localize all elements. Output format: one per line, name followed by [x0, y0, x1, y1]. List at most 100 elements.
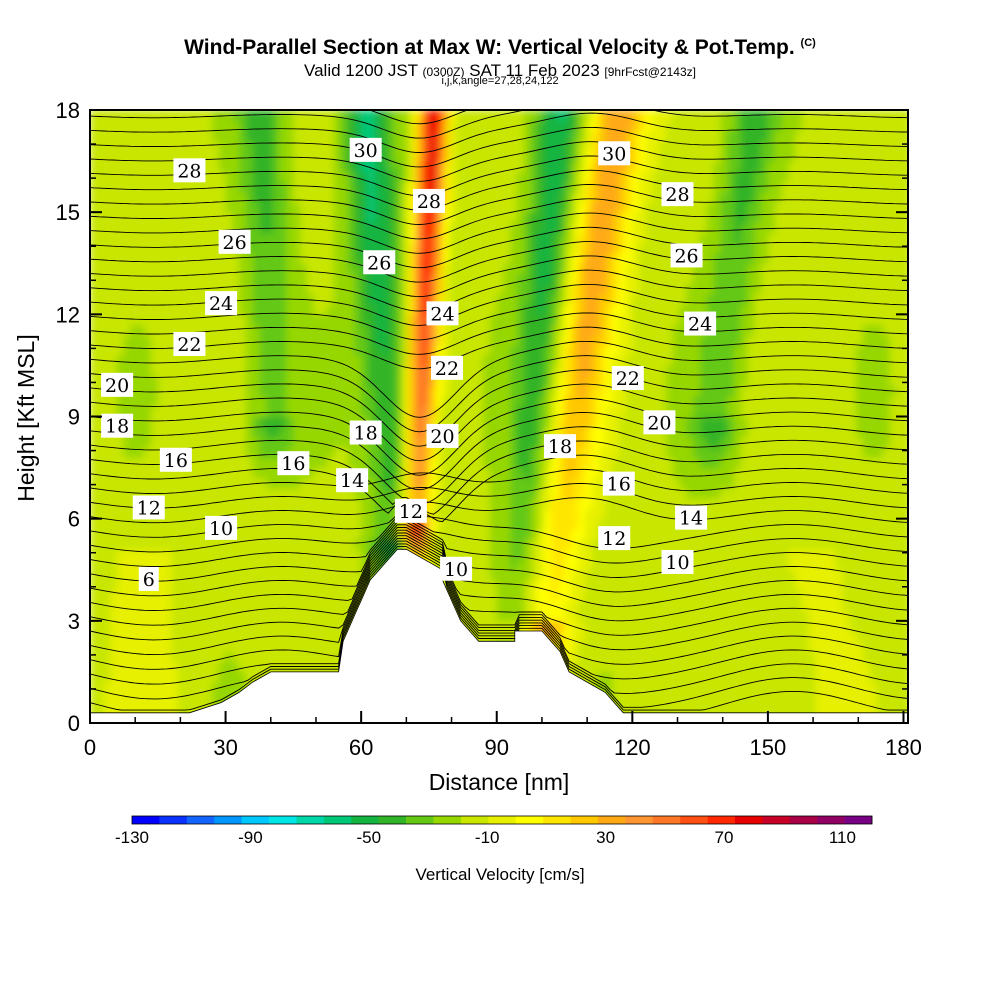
velocity-cell: [347, 365, 355, 377]
velocity-cell: [205, 406, 213, 418]
velocity-cell: [557, 375, 566, 387]
velocity-cell: [279, 488, 288, 499]
velocity-cell: [645, 498, 654, 509]
velocity-cell: [286, 488, 294, 499]
velocity-cell: [510, 396, 518, 407]
velocity-cell: [164, 426, 172, 438]
velocity-cell: [483, 559, 491, 571]
velocity-cell: [456, 191, 464, 203]
velocity-cell: [388, 406, 396, 418]
velocity-cell: [557, 488, 566, 499]
velocity-cell: [137, 324, 145, 336]
velocity-cell: [178, 610, 186, 622]
velocity-cell: [496, 559, 505, 571]
velocity-cell: [164, 181, 172, 193]
velocity-cell: [157, 171, 166, 183]
velocity-cell: [523, 273, 532, 285]
velocity-cell: [639, 580, 647, 591]
velocity-cell: [530, 263, 538, 274]
velocity-cell: [178, 242, 186, 254]
velocity-cell: [625, 508, 633, 520]
velocity-cell: [578, 171, 586, 183]
velocity-cell: [557, 620, 566, 632]
velocity-cell: [625, 651, 633, 663]
velocity-cell: [117, 253, 125, 264]
velocity-cell: [625, 222, 633, 234]
velocity-cell: [96, 293, 105, 305]
velocity-cell: [293, 140, 301, 152]
velocity-cell: [327, 181, 335, 193]
velocity-cell: [232, 324, 240, 336]
velocity-cell: [469, 385, 477, 397]
velocity-cell: [544, 293, 552, 305]
velocity-cell: [313, 651, 322, 663]
velocity-cell: [117, 539, 125, 550]
velocity-cell: [639, 150, 647, 162]
velocity-cell: [584, 232, 593, 244]
velocity-cell: [205, 242, 213, 254]
velocity-cell: [300, 406, 308, 418]
velocity-cell: [103, 620, 111, 632]
velocity-cell: [96, 508, 105, 520]
velocity-cell: [239, 467, 247, 479]
velocity-cell: [117, 263, 125, 274]
velocity-cell: [591, 253, 599, 264]
velocity-cell: [442, 293, 450, 305]
velocity-cell: [286, 406, 294, 418]
velocity-cell: [551, 539, 559, 550]
velocity-cell: [612, 120, 620, 131]
velocity-cell: [469, 365, 477, 377]
velocity-cell: [612, 447, 620, 458]
velocity-cell: [381, 222, 389, 234]
velocity-cell: [347, 263, 355, 274]
velocity-cell: [286, 590, 294, 601]
velocity-cell: [110, 661, 118, 673]
velocity-cell: [456, 447, 464, 458]
velocity-cell: [503, 181, 511, 193]
velocity-cell: [232, 631, 240, 642]
velocity-cell: [137, 426, 145, 438]
velocity-cell: [503, 600, 511, 612]
velocity-cell: [415, 375, 423, 387]
velocity-cell: [415, 539, 423, 550]
velocity-cell: [449, 334, 457, 346]
velocity-cell: [191, 477, 200, 489]
velocity-cell: [388, 120, 396, 131]
velocity-cell: [530, 416, 538, 428]
velocity-cell: [584, 293, 593, 305]
velocity-cell: [279, 559, 288, 571]
velocity-cell: [340, 212, 349, 223]
velocity-cell: [130, 273, 139, 285]
velocity-cell: [205, 416, 213, 428]
velocity-cell: [232, 457, 240, 469]
velocity-cell: [245, 447, 254, 458]
velocity-cell: [469, 201, 477, 213]
velocity-cell: [401, 242, 410, 254]
velocity-cell: [286, 263, 294, 274]
velocity-cell: [184, 130, 193, 142]
velocity-cell: [510, 406, 518, 418]
velocity-cell: [551, 334, 559, 346]
velocity-cell: [469, 620, 477, 632]
velocity-cell: [123, 263, 132, 274]
velocity-cell: [483, 457, 491, 469]
velocity-cell: [245, 293, 254, 305]
velocity-cell: [517, 355, 525, 366]
velocity-cell: [632, 253, 640, 264]
velocity-cell: [544, 171, 552, 183]
velocity-cell: [435, 212, 444, 223]
velocity-cell: [300, 191, 308, 203]
velocity-cell: [591, 528, 599, 540]
velocity-cell: [110, 120, 118, 131]
velocity-cell: [639, 610, 647, 622]
velocity-cell: [551, 263, 559, 274]
velocity-cell: [218, 457, 227, 469]
velocity-cell: [110, 345, 118, 356]
velocity-cell: [530, 518, 538, 530]
velocity-cell: [517, 620, 525, 632]
velocity-cell: [571, 600, 579, 612]
velocity-cell: [605, 171, 613, 183]
velocity-cell: [462, 416, 471, 428]
velocity-cell: [557, 304, 566, 315]
velocity-cell: [598, 161, 606, 172]
